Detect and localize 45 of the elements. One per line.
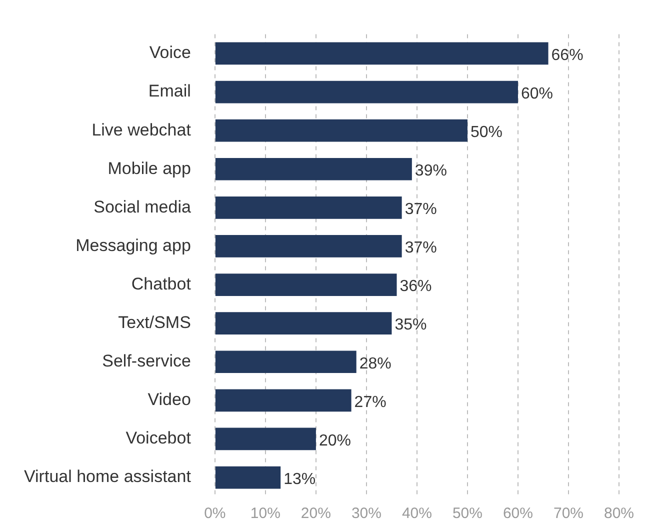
- x-tick-label: 60%: [502, 504, 533, 522]
- bar: [215, 466, 281, 489]
- data-label: 50%: [470, 124, 503, 141]
- bar: [215, 389, 352, 412]
- x-tick-label: 50%: [452, 504, 482, 522]
- data-label: 27%: [354, 394, 386, 411]
- data-label: 60%: [520, 85, 554, 102]
- y-tick-label: Chatbot: [131, 274, 192, 294]
- y-tick-label: Virtual home assistant: [24, 467, 192, 486]
- y-tick-label: Voicebot: [126, 428, 192, 448]
- y-tick-label: Mobile app: [108, 158, 191, 178]
- data-label: 37%: [404, 201, 437, 218]
- data-label: 28%: [359, 355, 392, 372]
- bar: [215, 158, 412, 180]
- x-tick-label: 40%: [402, 504, 432, 522]
- y-tick-label: Messaging app: [76, 236, 191, 255]
- x-tick-label: 80%: [604, 504, 634, 522]
- bar: [215, 428, 316, 450]
- y-tick-label: Self-service: [102, 352, 191, 371]
- bar: [215, 119, 468, 142]
- data-label: 37%: [404, 240, 437, 257]
- y-tick-label: Email: [148, 82, 191, 101]
- bar: [215, 274, 397, 296]
- y-tick-label: Live webchat: [92, 120, 192, 140]
- data-label: 13%: [284, 470, 316, 488]
- data-label: 36%: [400, 278, 432, 296]
- bar: [215, 350, 356, 374]
- x-tick-label: 70%: [553, 504, 584, 522]
- y-tick-label: Text/SMS: [118, 313, 191, 332]
- data-label: 20%: [318, 432, 351, 450]
- bar: [215, 196, 402, 219]
- x-tick-label: 10%: [250, 504, 280, 522]
- data-label: 39%: [414, 162, 447, 180]
- data-label: 66%: [551, 46, 584, 64]
- x-tick-label: 20%: [300, 504, 331, 522]
- y-tick-label: Voice: [149, 43, 191, 62]
- y-tick-label: Video: [148, 390, 191, 410]
- x-tick-label: 0%: [204, 504, 226, 522]
- bar: [215, 80, 518, 104]
- y-tick-label: Social media: [94, 197, 192, 216]
- x-tick-label: 30%: [351, 504, 382, 522]
- bar: [215, 312, 392, 335]
- bar: [215, 235, 402, 258]
- bar: [215, 42, 548, 65]
- data-label: 35%: [394, 316, 427, 334]
